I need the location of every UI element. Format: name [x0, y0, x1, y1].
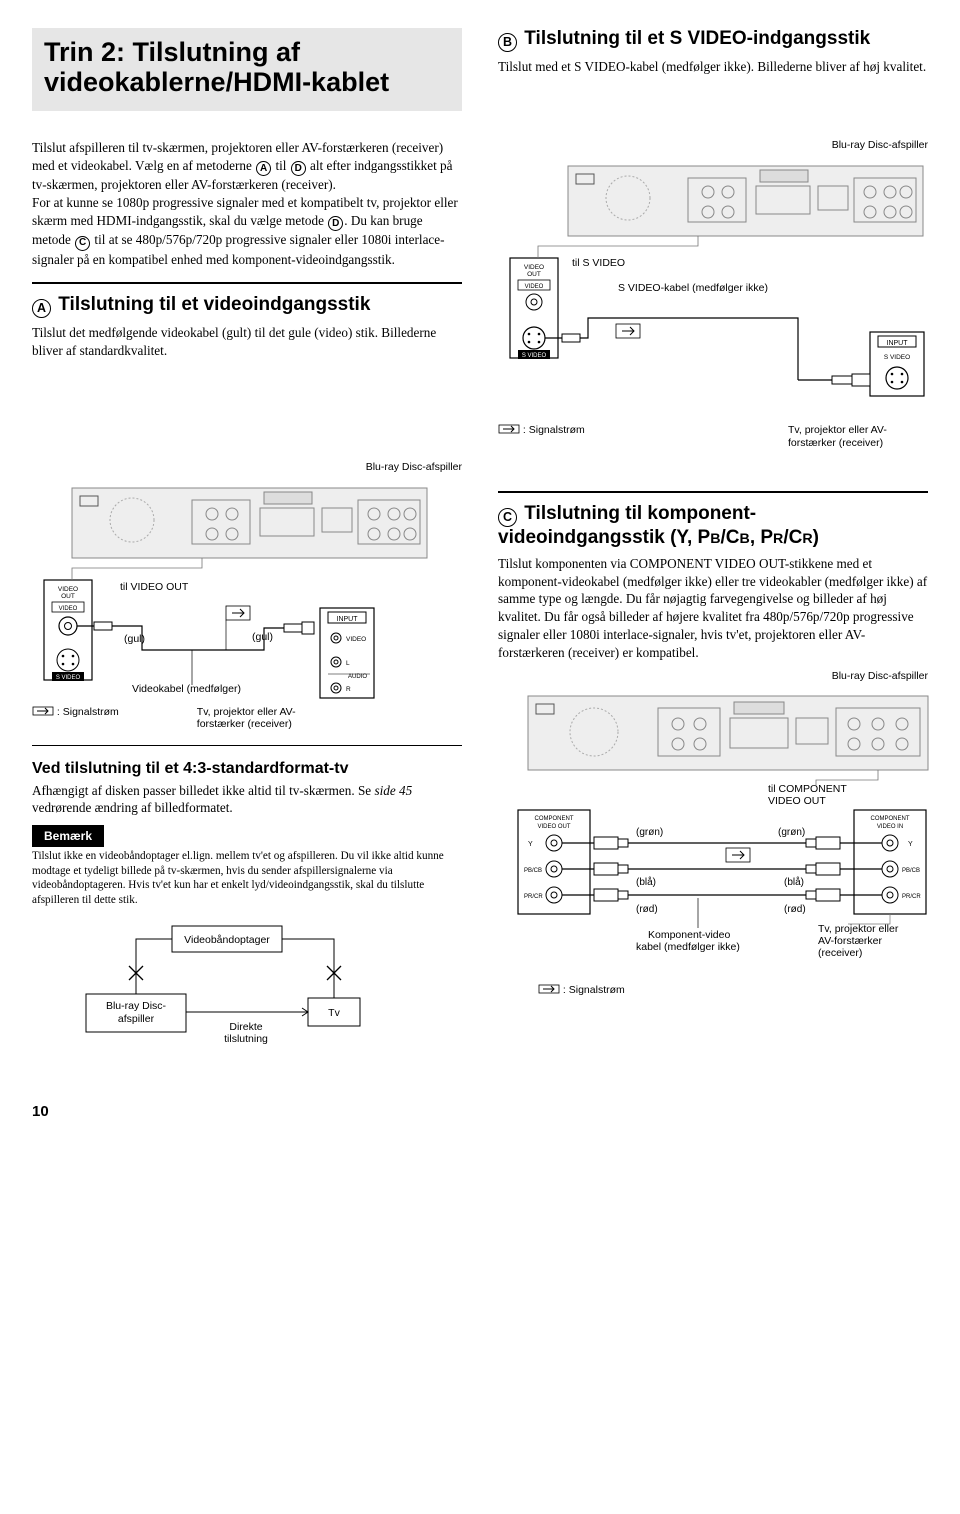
svg-text:Videokabel (medfølger): Videokabel (medfølger) [132, 683, 241, 695]
svg-text:Y: Y [908, 841, 913, 848]
svg-text:S VIDEO: S VIDEO [56, 675, 81, 681]
signal-arrow-a: : Signalstrøm [32, 706, 119, 719]
svg-text:OUT: OUT [61, 593, 75, 600]
circle-a-icon: A [32, 299, 51, 318]
svg-text:L: L [346, 660, 350, 667]
svg-text:Videobåndoptager: Videobåndoptager [184, 934, 270, 946]
fourthree-title: Ved tilslutning til et 4:3-standardforma… [32, 758, 462, 780]
svg-text:VIDEO OUT: VIDEO OUT [768, 795, 826, 807]
svg-text:PR/CR: PR/CR [524, 894, 543, 900]
divider [32, 282, 462, 284]
section-b-title: B Tilslutning til et S VIDEO-indgangssti… [498, 28, 928, 52]
svg-text:(gul): (gul) [124, 633, 145, 645]
divider [498, 491, 928, 493]
svg-text:AV-forstærker: AV-forstærker [818, 935, 882, 947]
svg-text:til COMPONENT: til COMPONENT [768, 783, 847, 795]
signal-arrow-c: : Signalstrøm [538, 984, 928, 997]
svg-text:(gul): (gul) [252, 631, 273, 643]
bluray-label-a: Blu-ray Disc-afspiller [32, 461, 462, 474]
svg-text:til VIDEO OUT: til VIDEO OUT [120, 581, 189, 593]
circle-a-inline-icon: A [256, 161, 271, 176]
svg-text:tilslutning: tilslutning [224, 1033, 268, 1045]
tv-receiver-b: Tv, projektor eller AV-forstærker (recei… [788, 424, 928, 449]
step-title-block: Trin 2: Tilslutning af videokablerne/HDM… [32, 28, 462, 111]
section-c-title: C Tilslutning til komponent- videoindgan… [498, 503, 928, 549]
svg-text:S VIDEO: S VIDEO [884, 354, 910, 361]
svg-text:(grøn): (grøn) [636, 827, 663, 838]
diagram-c-component: til COMPONENT VIDEO OUT COMPONENT VIDEO … [498, 688, 928, 978]
section-c-body: Tilslut komponenten via COMPONENT VIDEO … [498, 555, 928, 662]
svg-text:VIDEO: VIDEO [346, 636, 366, 643]
note-body: Tilslut ikke en videobåndoptager el.lign… [32, 849, 462, 907]
signal-arrow-b: : Signalstrøm [498, 424, 585, 437]
diagram-b-svideo: VIDEO OUT VIDEO S VIDEO til S VIDEO S VI… [498, 158, 928, 418]
circle-c-icon: C [498, 508, 517, 527]
svg-text:VIDEO IN: VIDEO IN [877, 824, 903, 830]
til-svideo-label: til S VIDEO [572, 257, 625, 269]
note-label: Bemærk [32, 825, 104, 847]
svg-text:VIDEO OUT: VIDEO OUT [537, 824, 570, 830]
svg-text:PR/CR: PR/CR [902, 894, 921, 900]
svg-text:Tv, projektor eller: Tv, projektor eller [818, 923, 899, 935]
diagram-vcr-chain: Videobåndoptager Blu-ray Disc- afspiller… [32, 918, 462, 1048]
svg-text:OUT: OUT [527, 271, 541, 278]
svg-text:Tv: Tv [328, 1007, 340, 1019]
svg-text:INPUT: INPUT [337, 616, 359, 623]
svg-text:S VIDEO: S VIDEO [522, 353, 547, 359]
page-number: 10 [32, 1102, 928, 1122]
svg-text:afspiller: afspiller [118, 1013, 155, 1025]
svg-text:(rød): (rød) [636, 904, 658, 915]
section-b-body: Tilslut med et S VIDEO-kabel (medfølger … [498, 58, 928, 76]
intro-text: Tilslut afspilleren til tv-skærmen, proj… [32, 139, 462, 268]
step-title: Trin 2: Tilslutning af videokablerne/HDM… [44, 38, 450, 97]
svideo-cable-label: S VIDEO-kabel (medfølger ikke) [618, 282, 768, 294]
fourthree-body: Afhængigt af disken passer billedet ikke… [32, 782, 462, 818]
svg-text:Direkte: Direkte [229, 1021, 262, 1033]
svg-text:Komponent-video: Komponent-video [648, 929, 730, 941]
circle-b-icon: B [498, 33, 517, 52]
diagram-a-video: VIDEO OUT VIDEO S VIDEO til VIDEO OUT (g [32, 480, 462, 700]
svg-text:Y: Y [528, 841, 533, 848]
bluray-label-c: Blu-ray Disc-afspiller [498, 670, 928, 683]
svg-text:(receiver): (receiver) [818, 947, 862, 959]
tv-receiver-a: Tv, projektor eller AV-forstærker (recei… [197, 706, 337, 731]
svg-text:VIDEO: VIDEO [58, 586, 78, 593]
svg-text:(rød): (rød) [784, 904, 806, 915]
svg-text:AUDIO: AUDIO [348, 674, 367, 680]
section-a-title: A Tilslutning til et videoindgangsstik [32, 294, 462, 318]
svg-text:INPUT: INPUT [887, 340, 909, 347]
bluray-label-b: Blu-ray Disc-afspiller [498, 139, 928, 152]
circle-c-inline-icon: C [75, 236, 90, 251]
svg-text:VIDEO: VIDEO [524, 264, 544, 271]
circle-d-inline-icon: D [291, 161, 306, 176]
svg-text:PB/CB: PB/CB [524, 868, 542, 874]
circle-d-inline2-icon: D [328, 216, 343, 231]
divider [32, 745, 462, 746]
svg-text:R: R [346, 686, 351, 693]
svg-text:COMPONENT: COMPONENT [871, 816, 910, 822]
section-a-body: Tilslut det medfølgende videokabel (gult… [32, 324, 462, 360]
svg-text:(blå): (blå) [784, 876, 804, 888]
svg-text:kabel (medfølger ikke): kabel (medfølger ikke) [636, 941, 740, 953]
svg-text:(blå): (blå) [636, 876, 656, 888]
svg-text:COMPONENT: COMPONENT [535, 816, 574, 822]
svg-text:VIDEO: VIDEO [525, 284, 544, 290]
svg-text:(grøn): (grøn) [778, 827, 805, 838]
svg-text:VIDEO: VIDEO [59, 606, 78, 612]
svg-text:Blu-ray Disc-: Blu-ray Disc- [106, 1000, 167, 1012]
svg-text:PB/CB: PB/CB [902, 868, 920, 874]
